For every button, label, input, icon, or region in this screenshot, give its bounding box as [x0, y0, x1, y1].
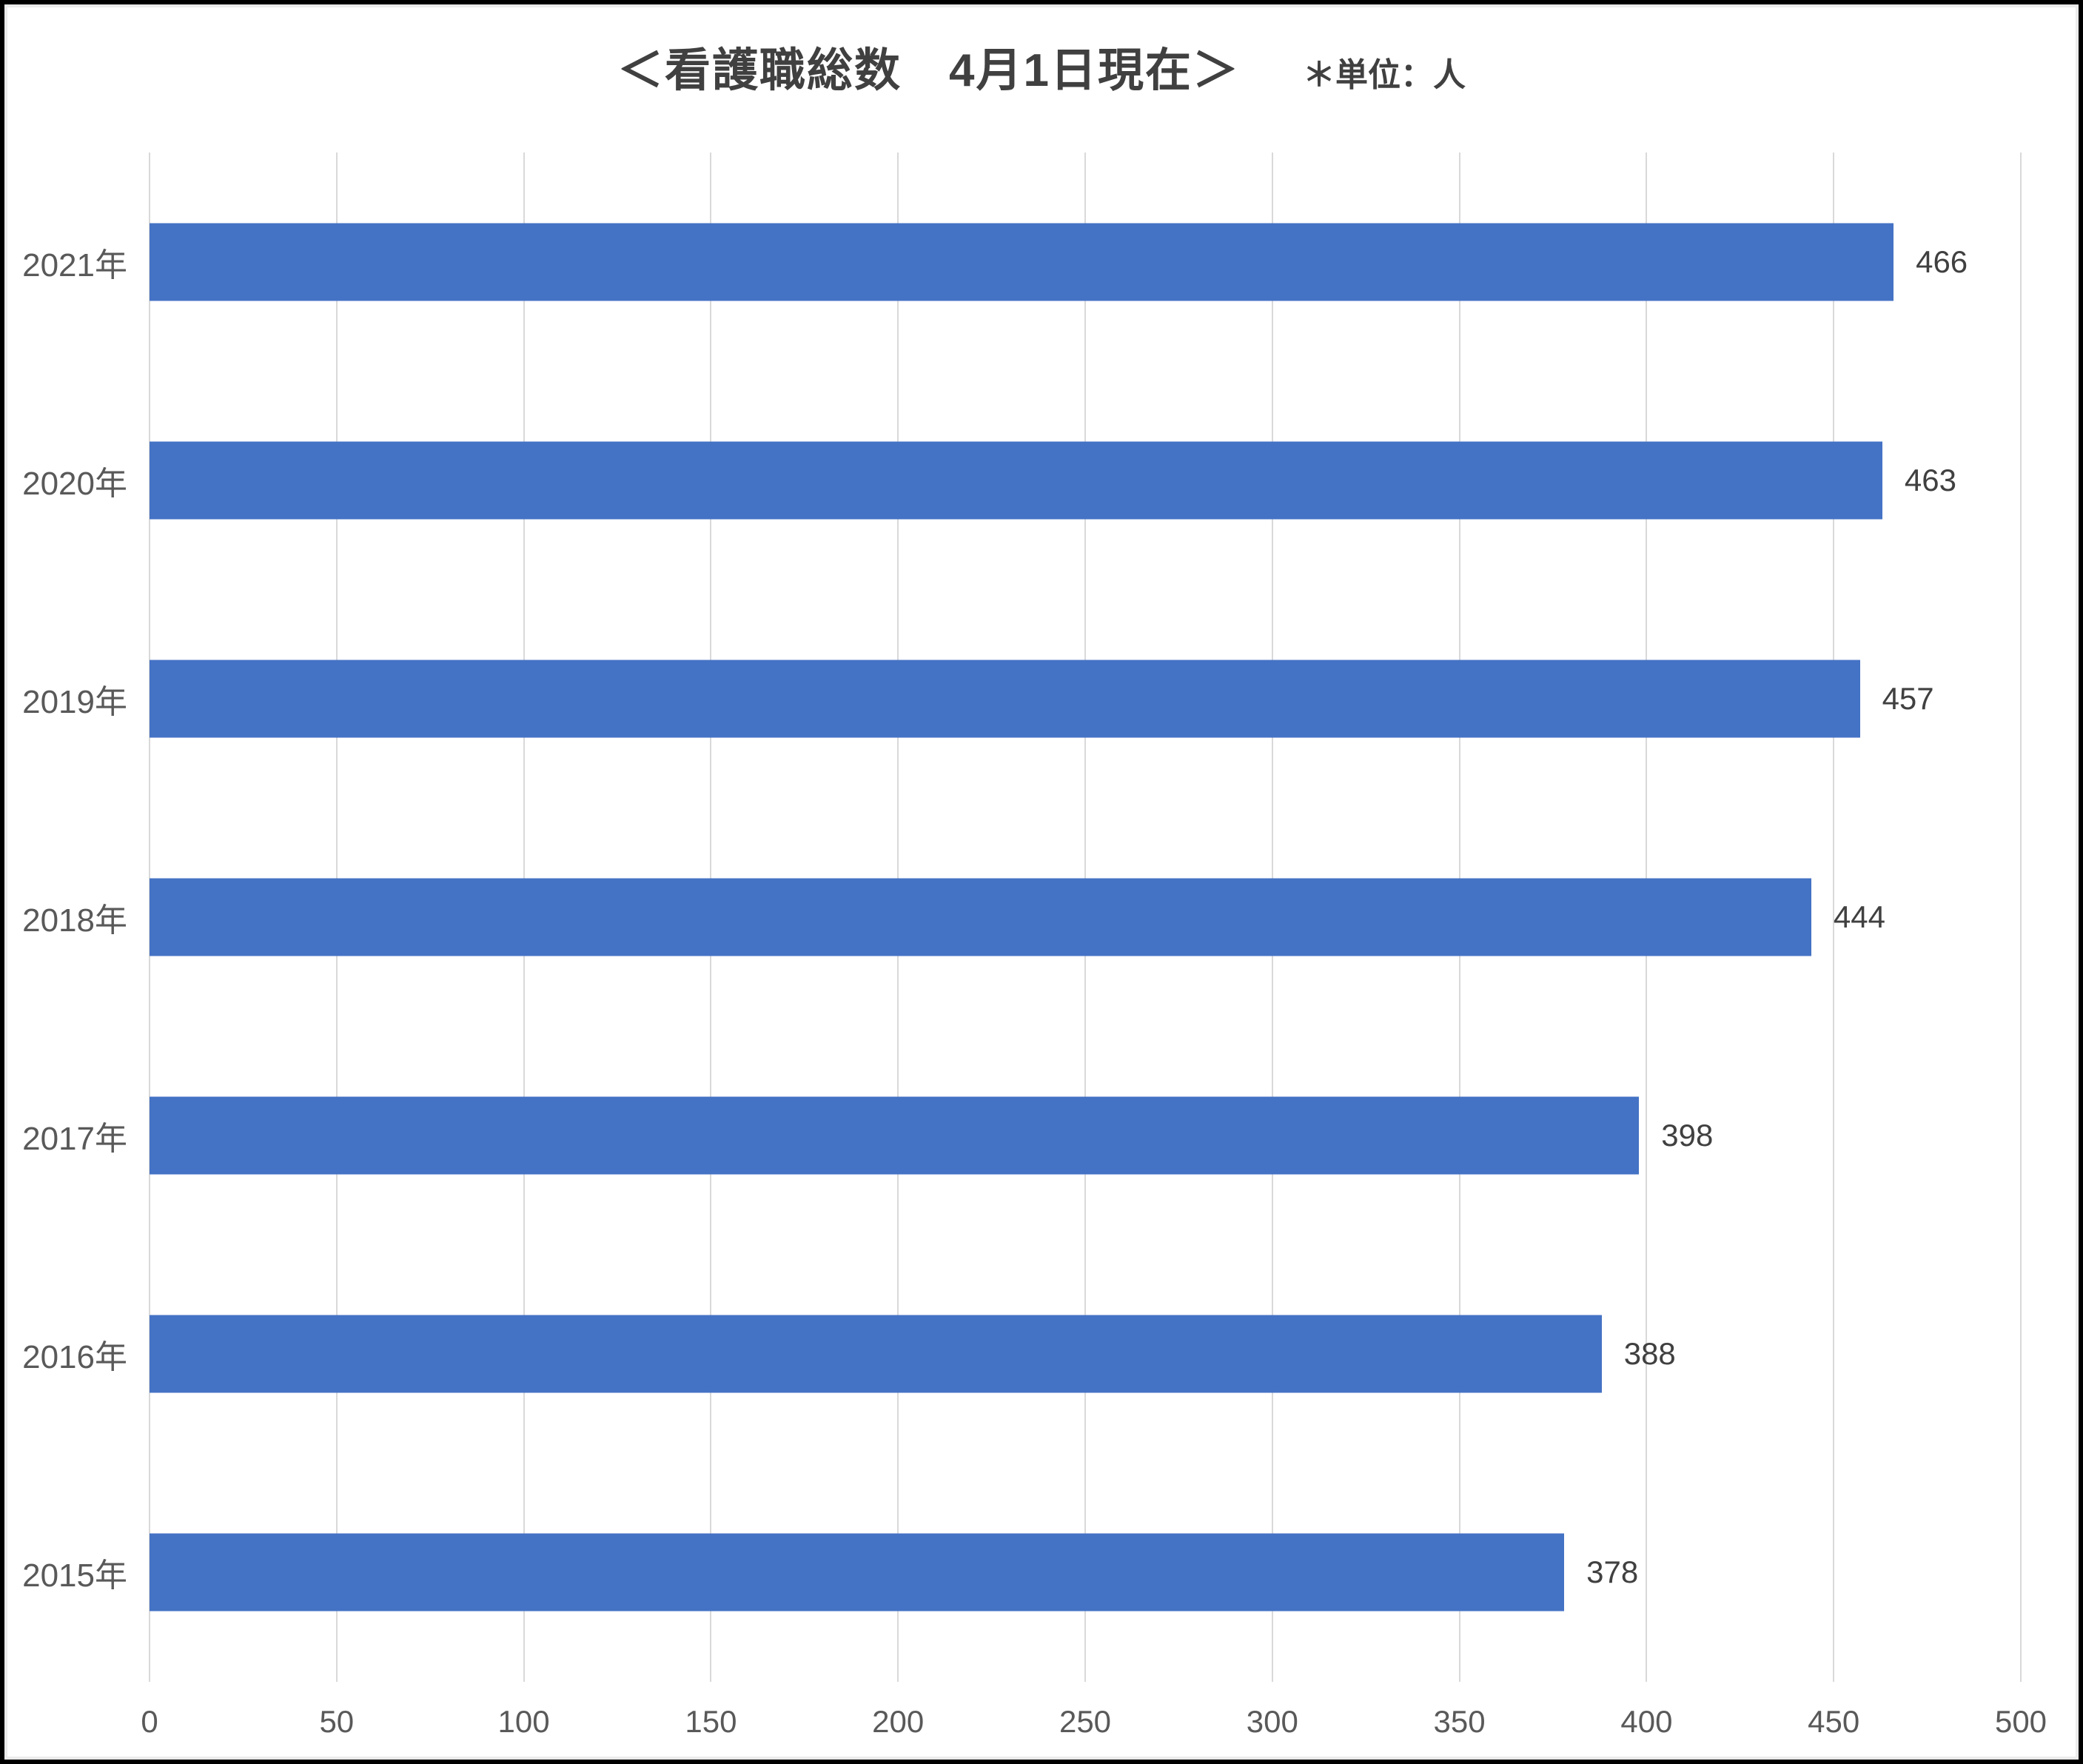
gridline-x-500	[2020, 152, 2022, 1682]
bar-row-2019年: 457	[150, 589, 2021, 808]
bar-2016年	[150, 1315, 1602, 1393]
x-tick-label-450: 450	[1808, 1704, 1860, 1739]
x-tick-label-100: 100	[497, 1704, 550, 1739]
bar-value-label-2019年: 457	[1882, 680, 1934, 716]
x-tick-label-250: 250	[1059, 1704, 1112, 1739]
bar-value-label-2016年: 388	[1623, 1336, 1676, 1372]
bar-rows: 466 463 457 444 398 388 378	[150, 152, 2021, 1682]
bar-row-2016年: 388	[150, 1245, 2021, 1463]
bar-2015年	[150, 1533, 1565, 1612]
bar-row-2015年: 378	[150, 1463, 2021, 1682]
bar-2017年	[150, 1096, 1640, 1175]
bar-2020年	[150, 441, 1882, 520]
category-label-2020年: 2020年	[22, 465, 127, 502]
bar-2019年	[150, 660, 1860, 738]
category-label-2015年: 2015年	[22, 1557, 127, 1594]
bar-2021年	[150, 223, 1894, 301]
category-label-2019年: 2019年	[22, 683, 127, 720]
x-tick-label-0: 0	[141, 1704, 158, 1739]
x-tick-label-400: 400	[1620, 1704, 1673, 1739]
bar-value-label-2018年: 444	[1833, 899, 1885, 934]
bar-value-label-2020年: 463	[1904, 462, 1956, 497]
category-label-2017年: 2017年	[22, 1121, 127, 1158]
category-label-2021年: 2021年	[22, 247, 127, 284]
x-tick-label-300: 300	[1246, 1704, 1298, 1739]
x-tick-label-150: 150	[685, 1704, 737, 1739]
bar-2018年	[150, 878, 1811, 956]
plot-area: 466 463 457 444 398 388 378	[149, 152, 2022, 1682]
bar-row-2018年: 444	[150, 808, 2021, 1026]
x-tick-label-200: 200	[872, 1704, 925, 1739]
x-tick-label-500: 500	[1994, 1704, 2047, 1739]
x-tick-label-50: 50	[319, 1704, 355, 1739]
chart-title: ＜看護職総数 4月1日現在＞	[617, 45, 1240, 96]
bar-row-2020年: 463	[150, 371, 2021, 589]
bar-value-label-2015年: 378	[1586, 1555, 1639, 1590]
x-axis-tick-labels: 0 50 100 150 200 250 300 350 400 450 500	[141, 1704, 2047, 1748]
bar-value-label-2021年: 466	[1916, 244, 1968, 279]
x-tick-label-350: 350	[1433, 1704, 1486, 1739]
bar-row-2021年: 466	[150, 152, 2021, 371]
bar-row-2017年: 398	[150, 1027, 2021, 1245]
category-label-2016年: 2016年	[22, 1339, 127, 1376]
category-label-2018年: 2018年	[22, 902, 127, 939]
gridline-x-450	[1833, 152, 1835, 1682]
chart-title-row: ＜看護職総数 4月1日現在＞ ＊単位：人	[4, 33, 2079, 99]
category-axis-labels: 2021年 2020年 2019年 2018年 2017年 2016年 2015年	[4, 152, 127, 1682]
unit-note: ＊単位：人	[1302, 57, 1466, 93]
bar-value-label-2017年: 398	[1661, 1118, 1714, 1153]
